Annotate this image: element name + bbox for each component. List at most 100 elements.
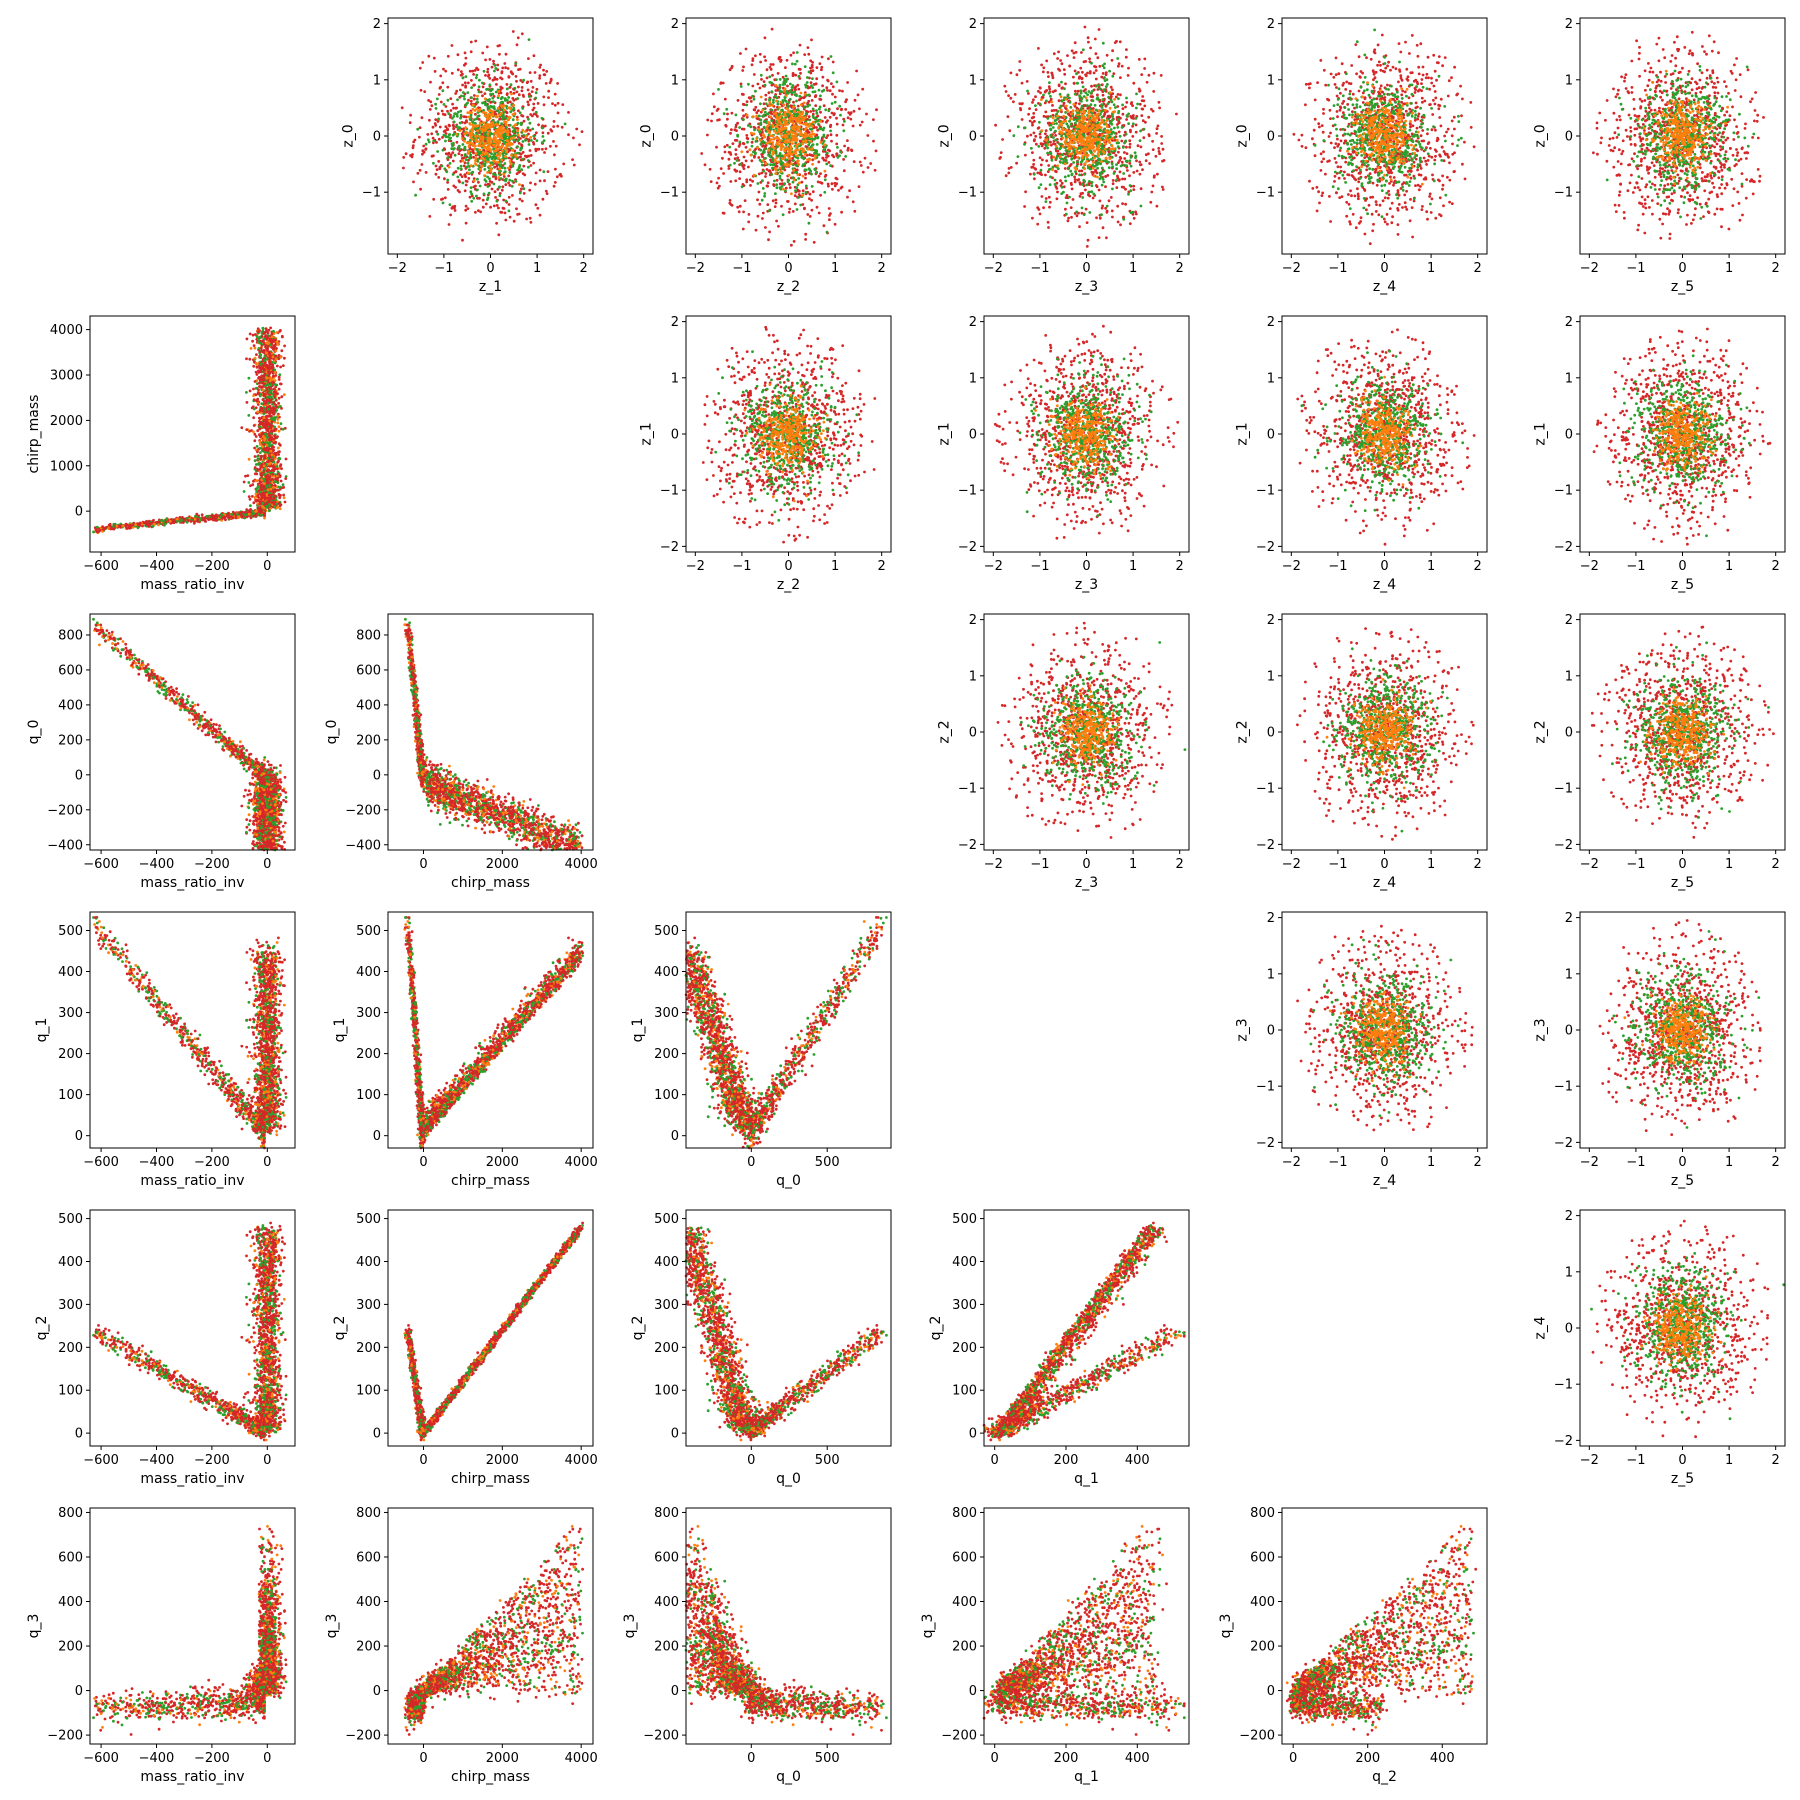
scatter-point <box>515 75 518 78</box>
scatter-point <box>493 183 496 186</box>
scatter-point <box>446 179 449 182</box>
scatter-point <box>532 109 535 112</box>
scatter-point <box>547 132 550 135</box>
scatter-point <box>489 83 492 86</box>
scatter-point <box>427 138 430 141</box>
scatter-point <box>453 207 456 210</box>
scatter-point <box>514 62 517 65</box>
scatter-point <box>520 188 523 191</box>
scatter-point <box>483 193 486 196</box>
scatter-point <box>553 120 556 123</box>
scatter-point <box>455 90 458 93</box>
scatter-point <box>496 200 499 203</box>
scatter-point <box>439 75 442 78</box>
scatter-point <box>470 100 473 103</box>
scatter-point <box>457 167 460 170</box>
scatter-point <box>493 154 496 157</box>
scatter-point <box>432 154 435 157</box>
scatter-point <box>476 189 479 192</box>
scatter-point <box>488 192 491 195</box>
scatter-point <box>462 91 465 94</box>
scatter-point <box>547 96 550 99</box>
scatter-point <box>464 189 467 192</box>
scatter-point <box>459 89 462 92</box>
scatter-panel-z_1-vs-z_0: −2 −1 0 1 2−1012z_1z_0 <box>340 17 593 295</box>
scatter-point <box>454 209 457 212</box>
scatter-point <box>472 73 475 76</box>
scatter-point <box>442 149 445 152</box>
scatter-point <box>550 130 553 133</box>
scatter-point <box>538 77 541 80</box>
scatter-point <box>512 139 515 142</box>
scatter-point <box>481 102 484 105</box>
scatter-point <box>555 145 558 148</box>
scatter-point <box>448 133 451 136</box>
scatter-point <box>465 158 468 161</box>
scatter-point <box>487 185 490 188</box>
scatter-point <box>508 210 511 213</box>
scatter-point <box>451 151 454 154</box>
scatter-point <box>447 112 450 115</box>
scatter-point <box>502 207 505 210</box>
scatter-point <box>444 135 447 138</box>
scatter-point <box>442 68 445 71</box>
scatter-point <box>560 175 563 178</box>
scatter-point <box>432 162 435 165</box>
scatter-point <box>465 57 468 60</box>
scatter-point <box>444 196 447 199</box>
scatter-point <box>533 137 536 140</box>
scatter-point <box>444 125 447 128</box>
scatter-point <box>484 92 487 95</box>
scatter-point <box>532 135 535 138</box>
scatter-point <box>483 70 486 73</box>
scatter-point <box>518 142 521 145</box>
scatter-point <box>528 143 531 146</box>
scatter-point <box>477 209 480 212</box>
scatter-point <box>458 152 461 155</box>
scatter-point <box>552 125 555 128</box>
scatter-point <box>470 41 473 44</box>
scatter-point <box>436 133 439 136</box>
scatter-point <box>482 206 485 209</box>
scatter-point <box>459 173 462 176</box>
scatter-point <box>458 147 461 150</box>
scatter-point <box>409 114 412 117</box>
scatter-point <box>445 105 448 108</box>
scatter-point <box>523 192 526 195</box>
scatter-point <box>451 44 454 47</box>
scatter-point <box>418 136 421 139</box>
scatter-point <box>543 151 546 154</box>
scatter-point <box>456 115 459 118</box>
scatter-point <box>461 239 464 242</box>
scatter-point <box>522 172 525 175</box>
scatter-point <box>464 104 467 107</box>
scatter-point <box>518 213 521 216</box>
scatter-point <box>484 59 487 62</box>
scatter-point <box>439 87 442 90</box>
scatter-point <box>522 95 525 98</box>
scatter-point <box>499 76 502 79</box>
scatter-point <box>528 38 531 41</box>
scatter-point <box>578 143 581 146</box>
scatter-point <box>528 155 531 158</box>
scatter-point <box>461 132 464 135</box>
scatter-point <box>478 164 481 167</box>
scatter-point <box>542 198 545 201</box>
scatter-point <box>521 89 524 92</box>
scatter-point <box>474 113 477 116</box>
scatter-point <box>529 217 532 220</box>
scatter-point <box>409 154 412 157</box>
scatter-point <box>554 93 557 96</box>
scatter-point <box>417 172 420 175</box>
scatter-point <box>523 120 526 123</box>
scatter-point <box>525 218 528 221</box>
scatter-point <box>505 126 508 129</box>
scatter-point <box>474 122 477 125</box>
scatter-point <box>530 139 533 142</box>
scatter-point <box>463 64 466 67</box>
scatter-point <box>485 203 488 206</box>
scatter-point <box>489 58 492 61</box>
scatter-point <box>458 145 461 148</box>
scatter-point <box>477 181 480 184</box>
scatter-point <box>475 195 478 198</box>
